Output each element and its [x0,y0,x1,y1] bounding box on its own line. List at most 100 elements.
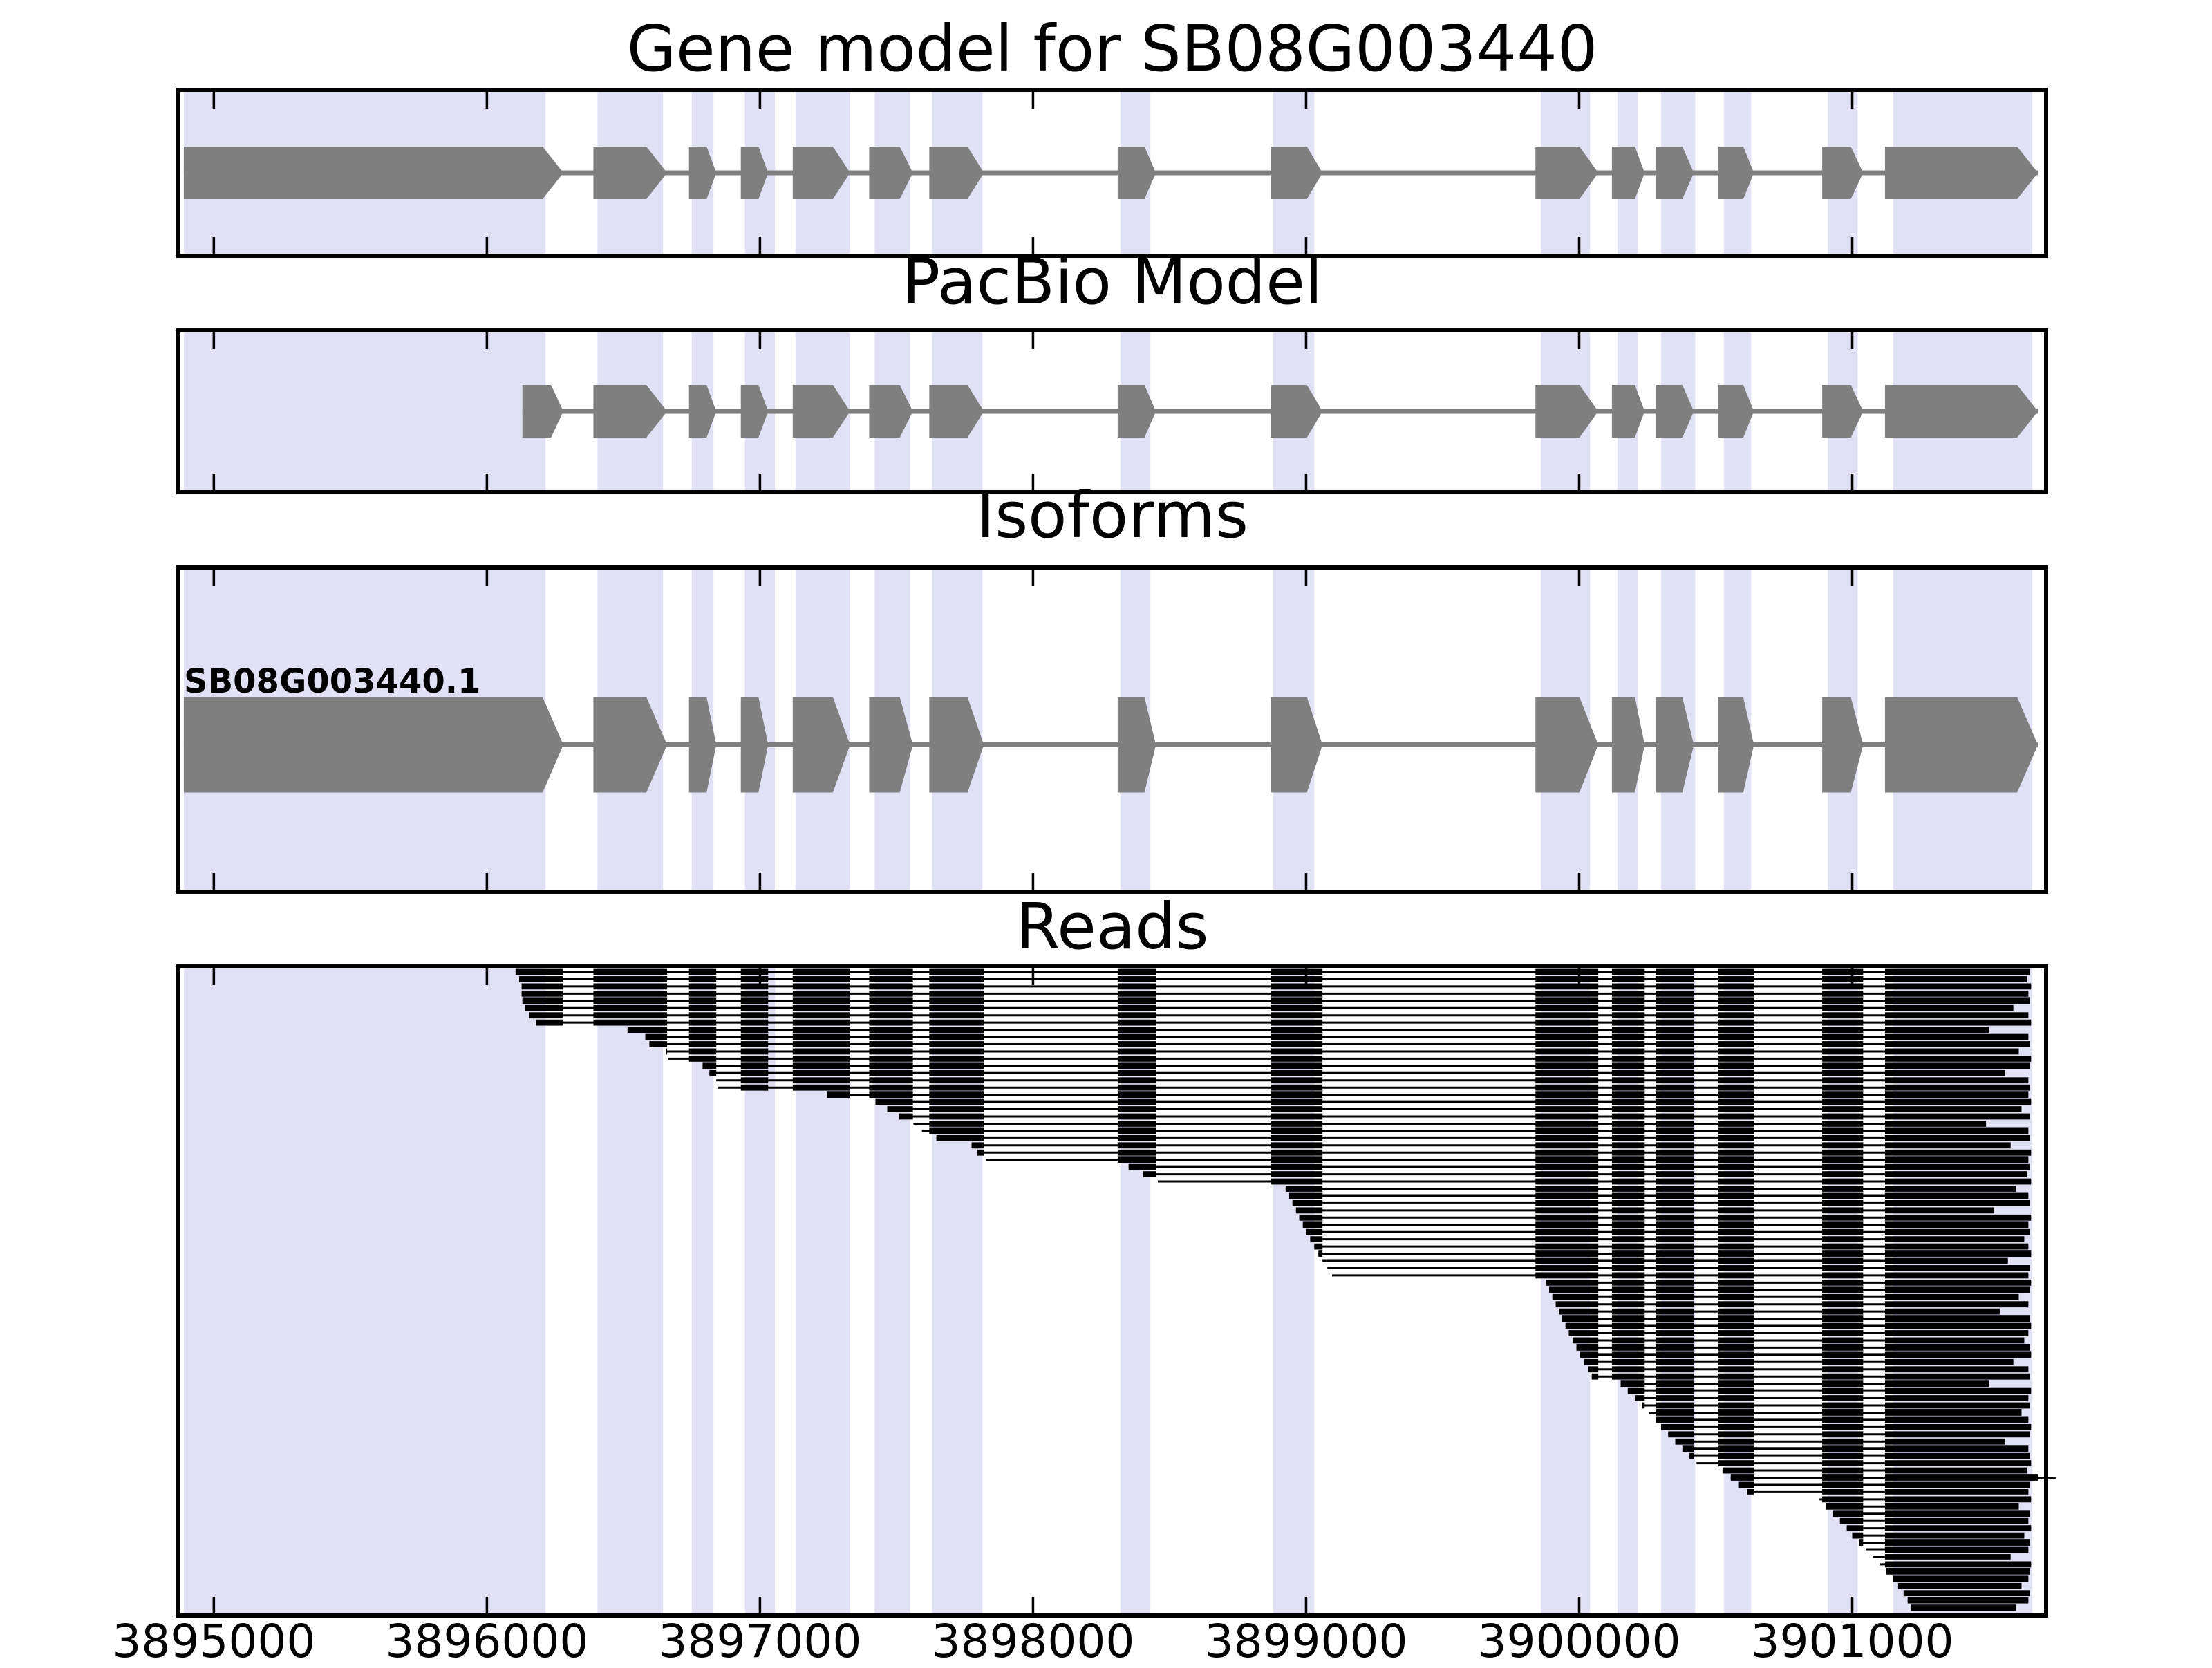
read-exon-block [1656,1250,1694,1257]
read-exon-block [1656,1200,1694,1206]
read-exon-block [1656,1012,1694,1019]
read-exon-block [929,976,984,982]
read-exon-block [688,1033,717,1040]
read-exon-block [1611,1149,1645,1156]
read-exon-block [645,1033,668,1040]
read [1907,1597,2029,1604]
read-exon-block [1611,1121,1645,1127]
read-exon-block [593,1004,668,1011]
x-axis-tick-label: 3900000 [1477,1615,1681,1668]
read [1299,1214,2032,1221]
read [645,1033,2029,1040]
read-exon-block [1822,1163,1864,1170]
read-exon-block [688,976,717,982]
read-exon-block [1822,1186,1864,1192]
read-exon-block [1295,1207,1323,1214]
read-exon-block [1117,983,1156,990]
read-exon-block [515,968,563,975]
read-exon-block [1611,1322,1645,1329]
read-exon-block [1535,1056,1599,1062]
read-exon-block [869,1012,913,1019]
read-exon-block [688,1056,717,1062]
read-exon-block [1822,1438,1864,1445]
read-exon-block [1884,1546,2029,1553]
read-exon-block [1128,1163,1156,1170]
read-exon-block [1271,1163,1323,1170]
exon-arrow [1718,147,1754,199]
read-exon-block [1884,1127,2029,1134]
read-exon-block [929,1077,984,1084]
panel-model-0 [176,88,2048,258]
read-exon-block [1718,1460,1754,1466]
read-exon-block [929,1012,984,1019]
read-exon-block [1656,1077,1694,1084]
read [1327,1265,2030,1271]
read-exon-block [1611,1358,1645,1365]
read [971,1142,2011,1149]
read-exon-block [709,1069,717,1076]
read-exon-block [1884,1077,2029,1084]
read-exon-block [1271,1084,1323,1091]
read [977,1149,2032,1156]
read-exon-block [869,1084,913,1091]
exon-arrow [183,697,563,793]
read-exon-block [1535,1214,1599,1221]
read-exon-block [1822,1171,1864,1177]
read-exon-block [1884,1106,2022,1112]
read-exon-block [1884,1380,1989,1387]
read-exon-block [869,983,913,990]
read-exon-block [1822,1344,1864,1351]
read [521,990,2029,997]
read-exon-block [1271,1178,1323,1185]
read-exon-block [1117,1091,1156,1098]
read-exon-block [1822,990,1864,997]
read-exon-block [1886,1568,2030,1575]
read-exon-block [1573,1337,1599,1344]
read-exon-block [1884,1489,2029,1495]
read [1682,1445,2029,1452]
read-exon-block [1884,1460,2032,1466]
read-exon-block [1535,1163,1599,1170]
read-exon-block [593,983,668,990]
read-exon-block [1822,1467,1864,1474]
read-exon-block [1271,1019,1323,1026]
read-exon-block [1897,1582,2022,1589]
panel-frame [176,88,2048,258]
read [1886,1568,2030,1575]
read-exon-block [1271,1077,1323,1084]
x-axis-tick-label: 3896000 [385,1615,589,1668]
read-exon-block [1656,1228,1694,1235]
read-exon-block [1884,1445,2029,1452]
read-exon-block [529,1012,563,1019]
read-exon-block [1822,1452,1864,1459]
read-exon-block [869,997,913,1004]
read-exon-block [1117,1127,1156,1134]
read-exon-block [929,1091,984,1098]
exon-arrow [1884,385,2038,438]
read-exon-block [1552,1293,1599,1300]
read [627,1027,1989,1033]
read-exon-block [929,997,984,1004]
read-exon-block [1822,1243,1864,1250]
read-exon-block [1656,1416,1694,1423]
read-exon-block [792,1069,850,1076]
read-exon-block [1535,1186,1599,1192]
read-exon-block [1884,968,2030,975]
read-exon-block [1656,1366,1694,1373]
read-exon-block [525,1004,563,1011]
read-exon-block [1884,1503,2019,1510]
read-exon-block [1822,1091,1864,1098]
read [913,1121,1987,1127]
read [921,1127,2029,1134]
read-exon-block [740,1077,769,1084]
read-exon-block [1535,1207,1599,1214]
read-exon-block [1911,1604,2016,1611]
read-exon-block [1117,1077,1156,1084]
read-exon-block [1535,990,1599,997]
read-exon-block [1884,1452,2030,1459]
read-exon-block [792,1084,850,1091]
read-exon-block [1555,1301,1599,1308]
read-exon-block [1535,1077,1599,1084]
read-exon-block [1271,976,1323,982]
read-exon-block [1656,1171,1694,1177]
